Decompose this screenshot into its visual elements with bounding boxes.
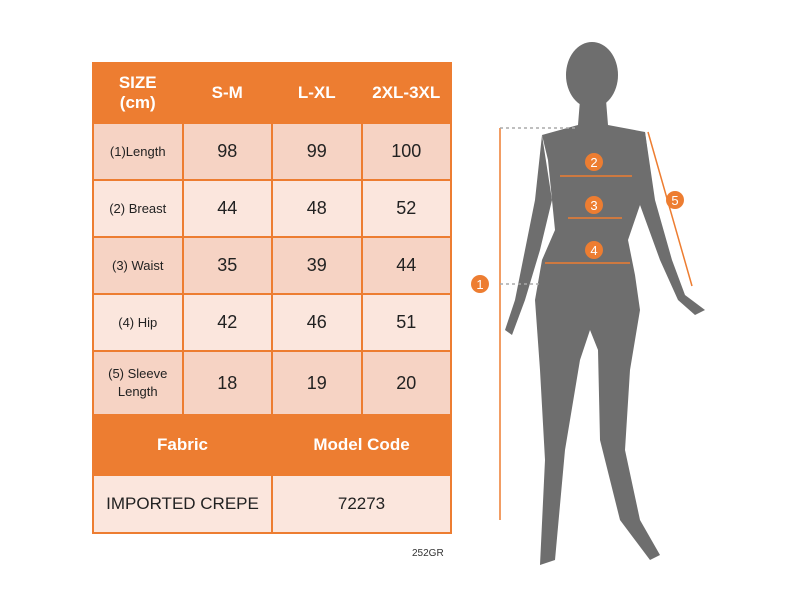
table-row: (1)Length 98 99 100 [92,122,452,181]
fabric-header: Fabric [92,414,273,476]
cell: 48 [271,179,363,238]
header-row: SIZE (cm) S-M L-XL 2XL-3XL [92,62,452,124]
model-code-header: Model Code [271,414,452,476]
marker-5: 5 [671,193,678,208]
marker-circles [471,153,684,293]
row-label: (5) Sleeve Length [92,350,184,416]
cell: 39 [271,236,363,295]
sleeve-arrow [647,131,693,287]
footer-row: IMPORTED CREPE 72273 [92,474,452,534]
cell: 44 [360,236,452,295]
cell: 20 [360,350,452,416]
header-2xl-3xl: 2XL-3XL [360,62,452,124]
fabric-value: IMPORTED CREPE [92,474,273,534]
table-row: (3) Waist 35 39 44 [92,236,452,295]
cell: 51 [360,293,452,352]
cell: 35 [181,236,273,295]
header-s-m: S-M [181,62,273,124]
footer-header-row: Fabric Model Code [92,414,452,476]
silhouette-icon [505,42,705,565]
cell: 19 [271,350,363,416]
cell: 18 [181,350,273,416]
marker-4: 4 [590,243,597,258]
header-l-xl: L-XL [271,62,363,124]
table-row: (5) Sleeve Length 18 19 20 [92,350,452,416]
model-code-value: 72273 [271,474,452,534]
cell: 52 [360,179,452,238]
product-code: 252GR [412,548,444,559]
cell: 42 [181,293,273,352]
table-row: (4) Hip 42 46 51 [92,293,452,352]
row-label: (4) Hip [92,293,184,352]
cell: 46 [271,293,363,352]
marker-3: 3 [590,198,597,213]
cell: 99 [271,122,363,181]
row-label: (3) Waist [92,236,184,295]
cell: 98 [181,122,273,181]
row-label: (2) Breast [92,179,184,238]
cell: 100 [360,122,452,181]
table-row: (2) Breast 44 48 52 [92,179,452,238]
header-size: SIZE (cm) [92,62,184,124]
cell: 44 [181,179,273,238]
size-table: SIZE (cm) S-M L-XL 2XL-3XL (1)Length 98 99… [92,62,452,534]
marker-1: 1 [476,277,483,292]
row-label: (1)Length [92,122,184,181]
marker-2: 2 [590,155,597,170]
